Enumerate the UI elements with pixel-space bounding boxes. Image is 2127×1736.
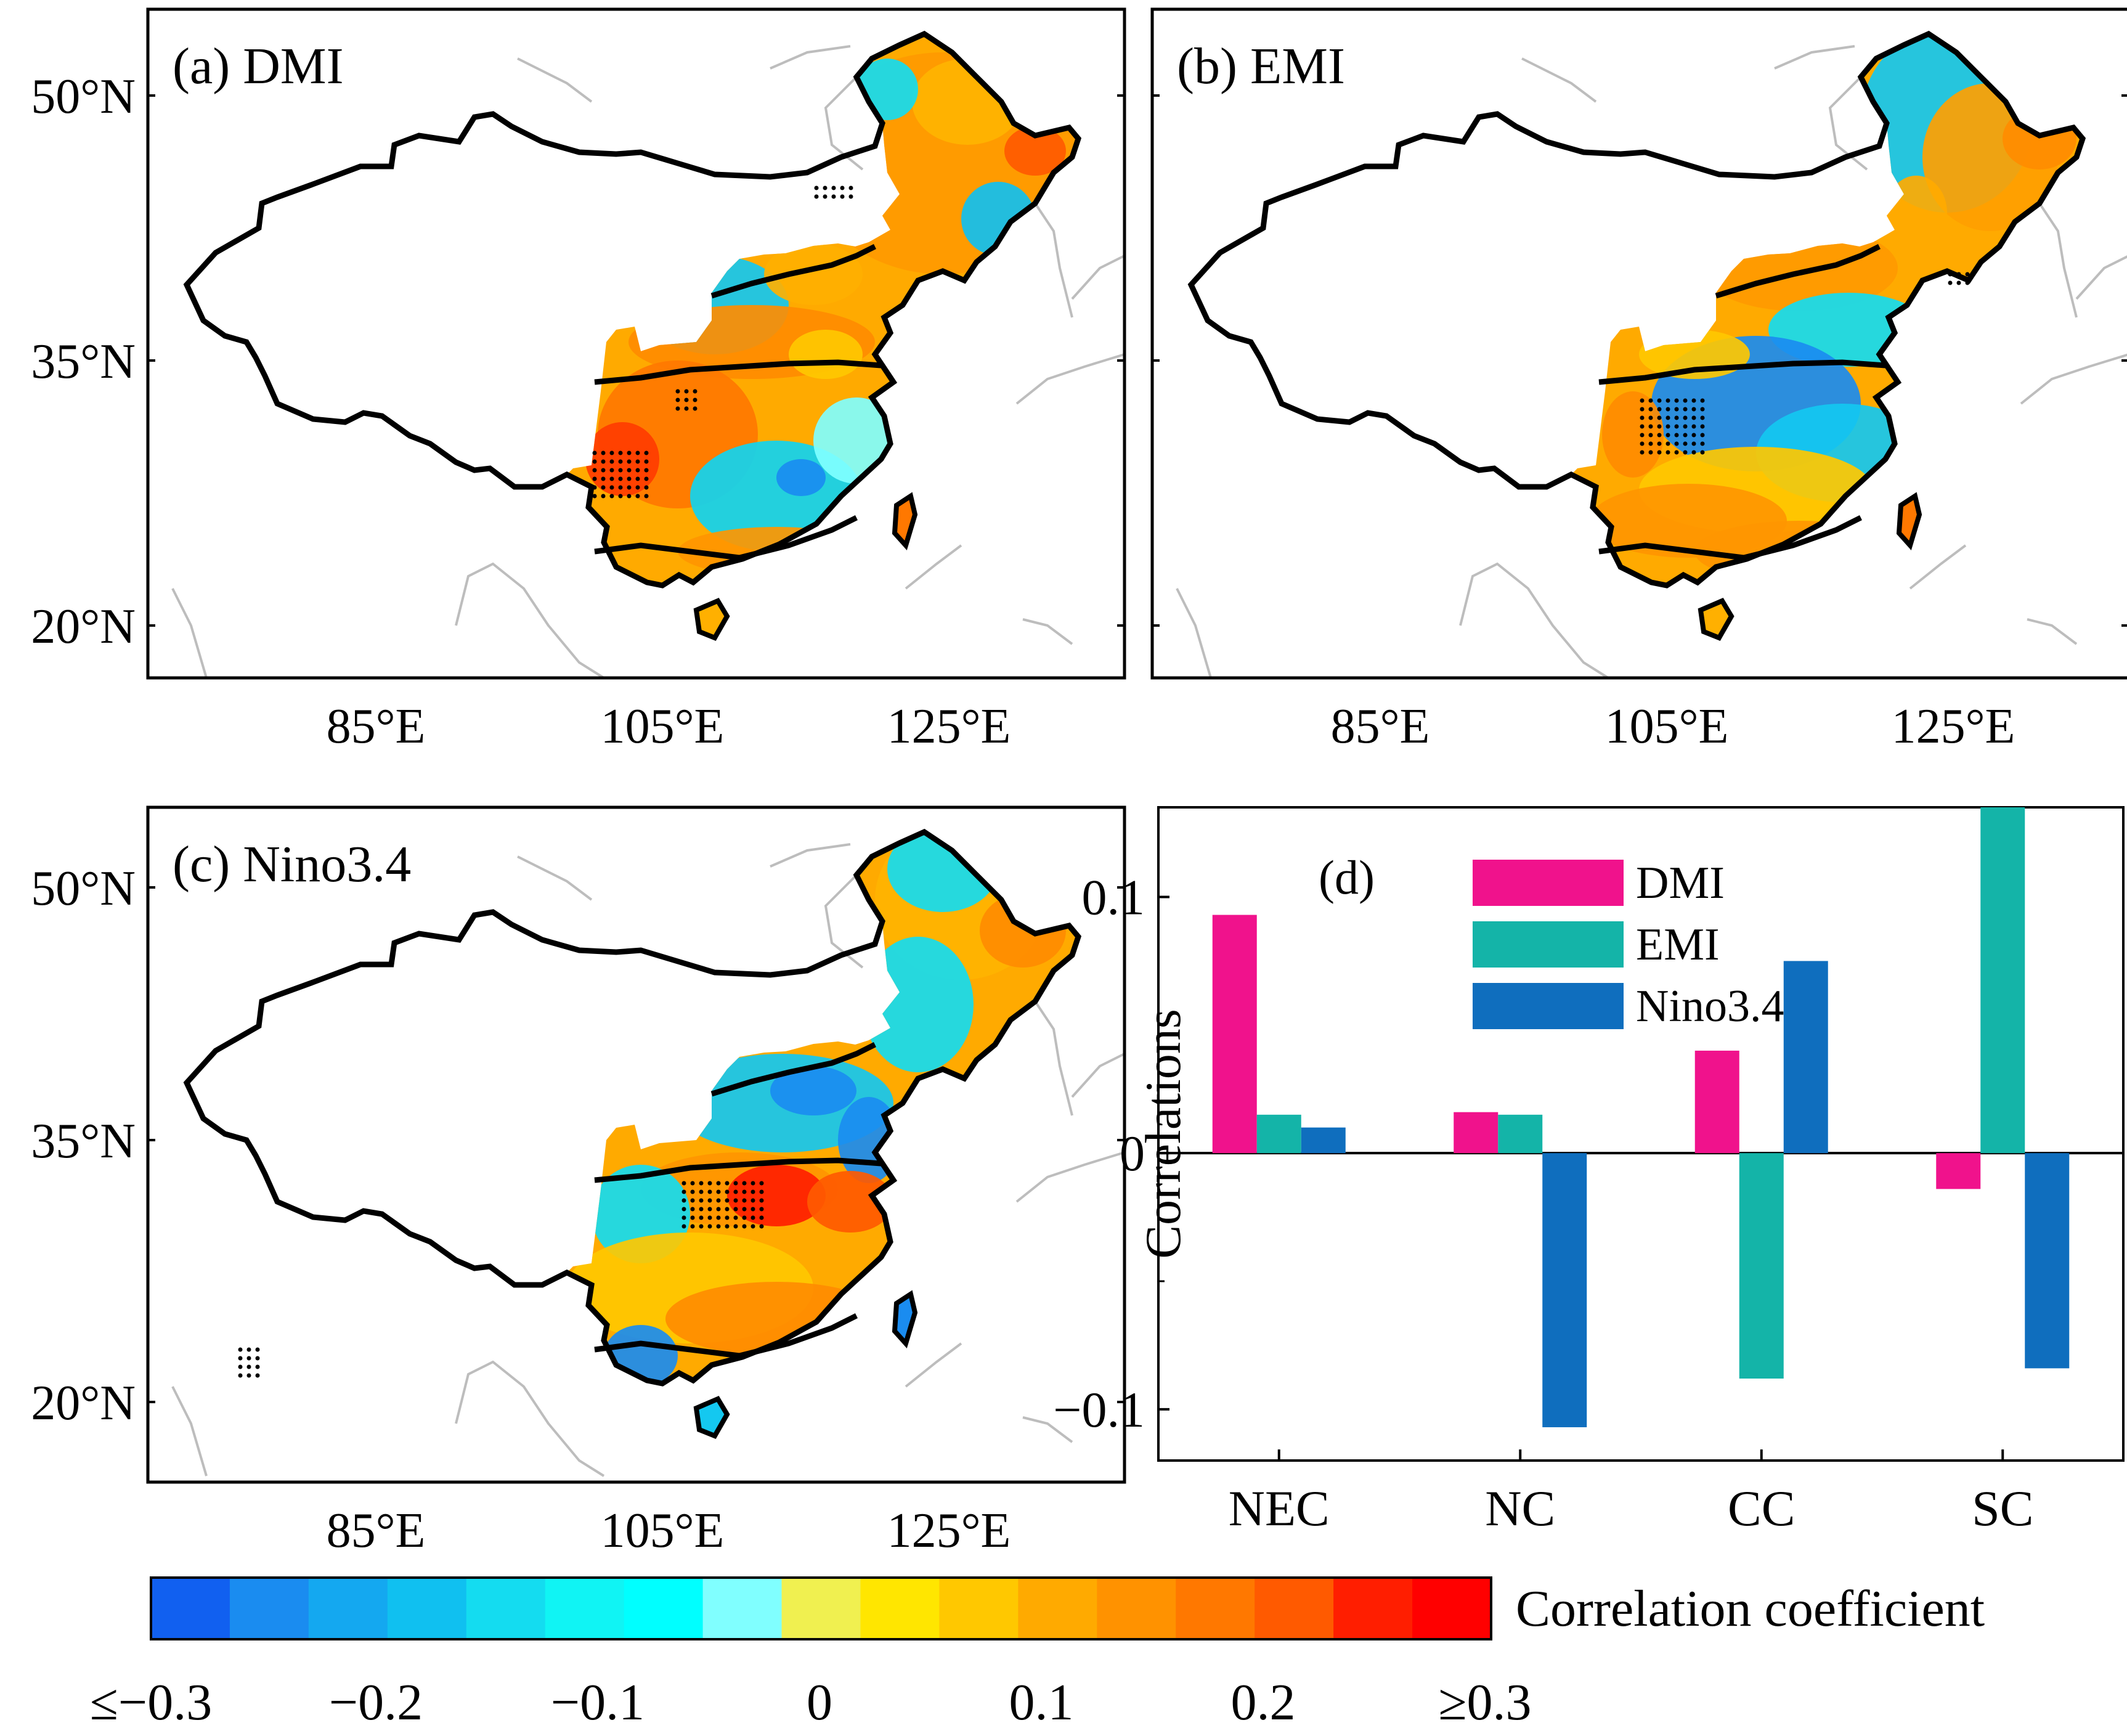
colorbar-tick-label: 0.1 (1009, 1674, 1074, 1731)
colorbar-cell (545, 1578, 625, 1639)
colorbar-tick-label: 0 (807, 1674, 832, 1731)
colorbar-cell (1333, 1578, 1413, 1639)
legend-label: DMI (1636, 858, 1725, 908)
colorbar-cell (229, 1578, 309, 1639)
bar-nec-dmi (1212, 915, 1257, 1154)
map-panel-title: (a) DMI (173, 38, 344, 95)
latitude-label: 35°N (31, 1114, 136, 1168)
significance-dots (1640, 272, 1970, 455)
colorbar: Correlation coefficient ≤−0.3 −0.2 −0.1 0 0.… (90, 1576, 1985, 1731)
y-axis-ticks: −0.1 0 0.1 (1053, 869, 1169, 1438)
colorbar-tick-labels: ≤−0.3 −0.2 −0.1 0 0.1 0.2 ≥0.3 (90, 1674, 1532, 1731)
bars (1212, 807, 2070, 1427)
colorbar-cell (151, 1578, 230, 1639)
colorbar-cell (781, 1578, 861, 1639)
longitude-label: 125°E (1892, 699, 2015, 754)
colorbar-cell (702, 1578, 783, 1639)
longitude-label: 125°E (887, 699, 1011, 754)
significance-dots (592, 185, 853, 499)
longitude-label: 85°E (327, 1504, 426, 1558)
significance-dots (238, 1181, 764, 1378)
bar-nec-nino34 (1301, 1127, 1346, 1154)
bar-sc-nino34 (2025, 1153, 2070, 1369)
colorbar-tick-label: ≤−0.3 (90, 1674, 212, 1731)
colorbar-tick-label: 0.2 (1231, 1674, 1296, 1731)
bar-cc-nino34 (1783, 961, 1828, 1154)
bar-sc-dmi (1936, 1153, 1981, 1189)
colorbar-cell (1176, 1578, 1255, 1639)
y-axis-label: Correlations (1135, 1009, 1191, 1258)
bar-sc-emi (1980, 807, 2025, 1154)
colorbar-tick-label: ≥0.3 (1438, 1674, 1531, 1731)
bar-nc-nino34 (1542, 1153, 1587, 1427)
colorbar-frame (150, 1576, 1492, 1640)
y-tick-label: 0 (1120, 1125, 1145, 1181)
legend-label: Nino3.4 (1636, 981, 1784, 1032)
colorbar-cell (860, 1578, 940, 1639)
legend-swatch (1473, 983, 1624, 1029)
x-tick-label: NC (1485, 1480, 1555, 1536)
bar-chart-panel-label: (d) (1319, 850, 1375, 904)
colorbar-cells (151, 1578, 1492, 1639)
y-tick-label: 0.1 (1082, 869, 1145, 925)
longitude-label: 105°E (601, 1504, 725, 1558)
colorbar-cell (387, 1578, 467, 1639)
bar-nc-emi (1498, 1114, 1543, 1154)
legend-label: EMI (1636, 919, 1720, 970)
map-frame (146, 7, 1126, 680)
colorbar-cell (1255, 1578, 1334, 1639)
map-panel-title: (b) EMI (1177, 38, 1345, 95)
x-tick-label: NEC (1229, 1480, 1330, 1536)
longitude-label: 105°E (601, 699, 725, 754)
latitude-label: 50°N (31, 862, 136, 916)
colorbar-cell (308, 1578, 388, 1639)
latitude-label: 20°N (31, 1376, 136, 1430)
colorbar-tick-label: −0.2 (329, 1674, 423, 1731)
map-panel-c: (c) Nino3.4 50°N 35°N 20°N 85°E 105°E 125°E (31, 805, 1126, 1558)
longitude-label: 125°E (887, 1504, 1011, 1558)
colorbar-cell (939, 1578, 1019, 1639)
x-tick-label: SC (1972, 1480, 2033, 1536)
latitude-label: 35°N (31, 335, 136, 389)
colorbar-cell (1018, 1578, 1097, 1639)
legend-swatch (1473, 921, 1624, 968)
legend-swatch (1473, 860, 1624, 906)
bar-nec-emi (1256, 1114, 1301, 1154)
map-panel-b: (b) EMI 85°E 105°E 125°E (1150, 7, 2127, 754)
colorbar-cell (466, 1578, 546, 1639)
legend: DMI EMI Nino3.4 (1473, 858, 1784, 1032)
bar-chart-panel: (d) Correlations −0.1 0 0.1 NEC NC CC SC DMI E… (1053, 806, 2125, 1536)
x-tick-label: CC (1728, 1480, 1795, 1536)
colorbar-cell (624, 1578, 704, 1639)
x-axis-ticks: NEC NC CC SC (1229, 1449, 2033, 1536)
colorbar-cell (1412, 1578, 1492, 1639)
colorbar-tick-label: −0.1 (551, 1674, 645, 1731)
longitude-label: 85°E (327, 699, 426, 754)
bar-nc-dmi (1454, 1112, 1499, 1154)
map-frame (146, 805, 1126, 1484)
colorbar-cell (1097, 1578, 1176, 1639)
latitude-label: 20°N (31, 600, 136, 654)
map-panel-a: (a) DMI 50°N 35°N 20°N 85°E 105°E 125°E (31, 7, 1126, 754)
longitude-label: 85°E (1331, 699, 1430, 754)
map-panel-title: (c) Nino3.4 (173, 836, 411, 893)
latitude-label: 50°N (31, 70, 136, 124)
colorbar-title: Correlation coefficient (1516, 1580, 1985, 1637)
bar-cc-dmi (1694, 1050, 1739, 1154)
longitude-label: 105°E (1605, 699, 1729, 754)
y-tick-label: −0.1 (1053, 1382, 1145, 1438)
map-frame (1150, 7, 2127, 680)
bar-cc-emi (1739, 1153, 1784, 1379)
